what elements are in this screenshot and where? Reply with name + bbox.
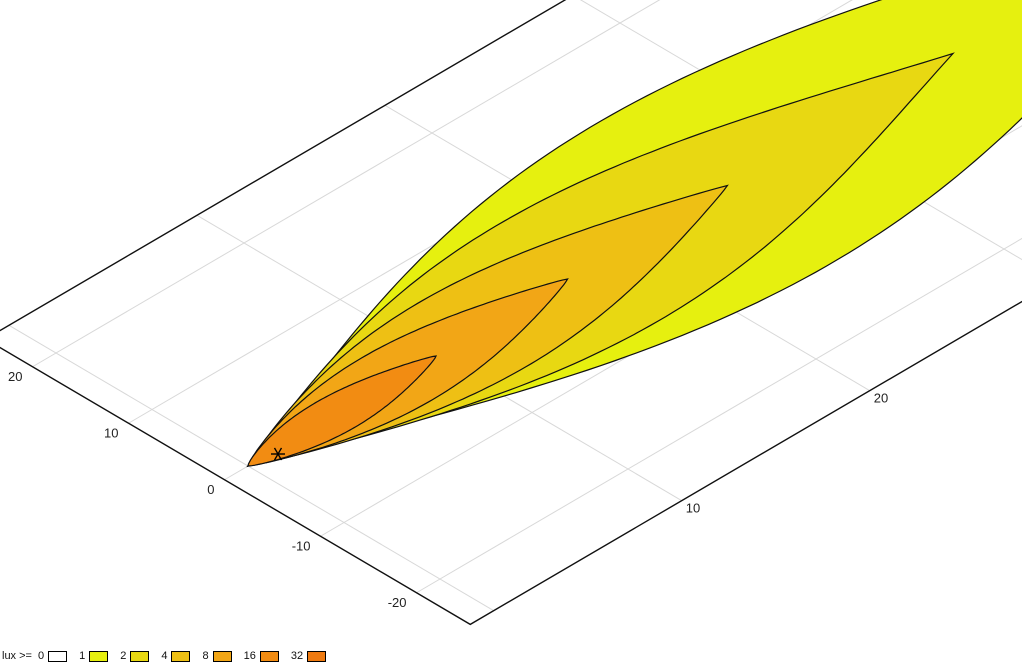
asterisk-stroke	[273, 447, 283, 461]
legend-swatch	[89, 650, 109, 662]
y-tick-label: 0	[207, 482, 214, 497]
legend-value: 16	[243, 650, 256, 662]
legend-swatch	[48, 650, 68, 662]
contour-regions	[246, 0, 1022, 468]
legend-items: 0 1 2 4 8 16 32	[38, 650, 338, 662]
y-tick-label: -20	[388, 595, 407, 610]
legend-swatch	[307, 650, 327, 662]
legend-value: 1	[79, 650, 86, 662]
legend-item: 2	[120, 650, 150, 662]
legend: lux >= 0 1 2 4 8 16 32	[2, 646, 338, 666]
legend-value: 32	[290, 650, 304, 662]
grid-line-y	[416, 237, 1022, 594]
axis-ticks: 102030405020100-10-20	[8, 369, 888, 610]
legend-item: 8	[202, 650, 232, 662]
legend-swatch	[259, 650, 279, 662]
legend-swatch	[171, 650, 191, 662]
legend-item: 32	[290, 650, 327, 662]
x-tick-label: 10	[686, 501, 700, 516]
legend-value: 0	[37, 650, 45, 662]
x-tick-label: 20	[874, 391, 888, 406]
legend-swatch	[212, 650, 232, 662]
legend-item: 1	[79, 650, 109, 662]
legend-label: lux >=	[2, 650, 32, 662]
legend-item: 4	[161, 650, 191, 662]
grid-line-y	[32, 0, 661, 368]
y-tick-label: 10	[104, 425, 118, 440]
grid-line-x	[8, 324, 495, 612]
legend-swatch	[130, 650, 150, 662]
plot-frame	[0, 0, 1022, 626]
legend-item: 0	[37, 650, 68, 662]
y-tick-label: -10	[292, 538, 311, 553]
legend-item: 16	[244, 650, 279, 662]
contour-level-16	[247, 355, 438, 467]
contour-plot: 102030405020100-10-20	[0, 0, 1022, 626]
legend-value: 8	[202, 650, 209, 662]
y-tick-label: 20	[8, 369, 22, 384]
legend-value: 2	[120, 650, 127, 662]
light-source-marker	[271, 447, 285, 461]
legend-value: 4	[161, 650, 168, 662]
